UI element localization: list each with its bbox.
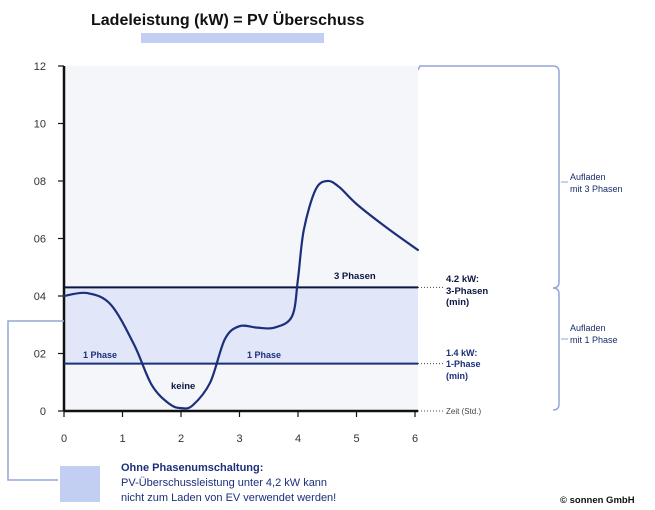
threshold-1p-value: 1.4 kW: bbox=[446, 348, 477, 358]
note-title: Ohne Phasenumschaltung: bbox=[121, 462, 263, 474]
x-tick-label: 5 bbox=[353, 433, 359, 445]
lower-bracket-panel bbox=[418, 288, 559, 410]
threshold-1p-sub1: 1-Phase bbox=[446, 359, 481, 369]
y-tick-label: 10 bbox=[34, 119, 46, 131]
threshold-3p-sub2: (min) bbox=[446, 297, 469, 308]
pv-surplus-curve bbox=[62, 179, 419, 410]
copyright: © sonnen GmbH bbox=[560, 495, 635, 506]
side-label-upper-1: Aufladen bbox=[570, 172, 606, 182]
chart-title: Ladeleistung (kW) = PV Überschuss bbox=[91, 10, 365, 29]
label-1-phase-left: 1 Phase bbox=[83, 350, 117, 360]
side-label-lower-2: mit 1 Phase bbox=[570, 335, 618, 345]
title-underline-bar bbox=[141, 33, 324, 43]
side-label-lower-1: Aufladen bbox=[570, 323, 606, 333]
upper-bracket-panel bbox=[418, 66, 559, 288]
note-line-2: nicht zum Laden von EV verwendet werden! bbox=[121, 492, 336, 504]
callout-bracket bbox=[7, 320, 64, 481]
y-tick-label: 04 bbox=[34, 291, 46, 303]
threshold-3p-sub1: 3-Phasen bbox=[446, 286, 488, 297]
side-label-upper-2: mit 3 Phasen bbox=[570, 184, 623, 194]
note-line-1: PV-Überschussleistung unter 4,2 kW kann bbox=[121, 477, 327, 489]
threshold-3p-value: 4.2 kW: bbox=[446, 274, 479, 285]
y-tick-label: 0 bbox=[40, 406, 46, 418]
y-tick-label: 08 bbox=[34, 176, 46, 188]
lower-bracket-outline bbox=[552, 287, 560, 411]
x-tick-label: 0 bbox=[61, 433, 67, 445]
threshold-1p-sub2: (min) bbox=[446, 371, 468, 381]
y-tick-label: 06 bbox=[34, 234, 46, 246]
x-tick-label: 4 bbox=[295, 433, 301, 445]
x-tick-label: 6 bbox=[412, 433, 418, 445]
upper-bracket-outline bbox=[417, 65, 560, 289]
x-tick-label: 1 bbox=[119, 433, 125, 445]
callout-swatch bbox=[60, 466, 100, 502]
x-tick-label: 3 bbox=[236, 433, 242, 445]
x-tick-label: 2 bbox=[178, 433, 184, 445]
x-axis-label: Zeit (Std.) bbox=[446, 407, 481, 416]
y-tick-label: 12 bbox=[34, 61, 46, 73]
y-tick-label: 02 bbox=[34, 349, 46, 361]
label-keine: keine bbox=[171, 381, 195, 392]
label-3-phasen: 3 Phasen bbox=[334, 271, 376, 282]
label-1-phase-mid: 1 Phase bbox=[247, 350, 281, 360]
